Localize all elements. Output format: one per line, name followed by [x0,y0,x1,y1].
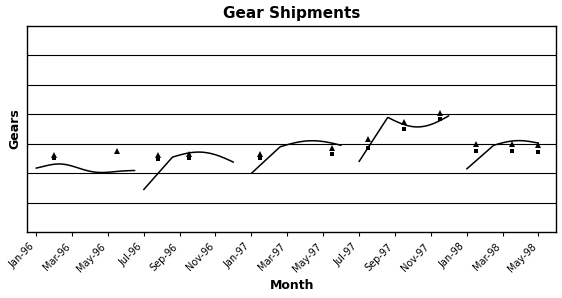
Title: Gear Shipments: Gear Shipments [223,6,360,21]
X-axis label: Month: Month [270,280,314,292]
Y-axis label: Gears: Gears [8,109,21,150]
